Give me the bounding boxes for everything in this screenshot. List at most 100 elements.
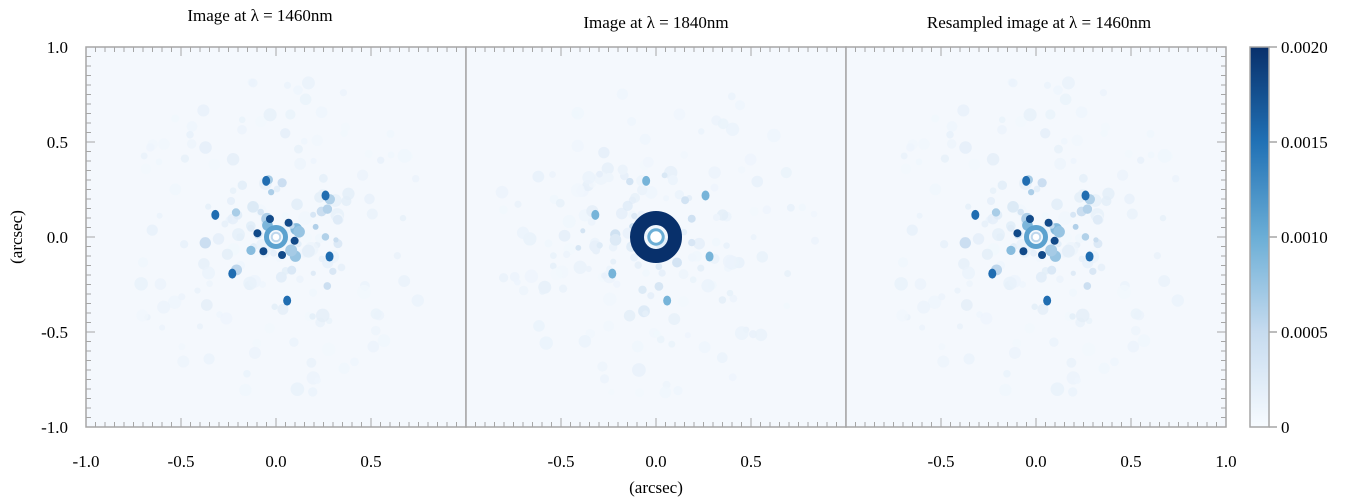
speckle xyxy=(301,232,313,243)
speckle xyxy=(986,153,1000,166)
speckle xyxy=(749,206,759,217)
speckle xyxy=(137,257,149,268)
colorbar-tick-label: 0.0015 xyxy=(1281,133,1328,152)
speckle xyxy=(712,213,721,222)
speckle xyxy=(263,108,277,122)
speckle xyxy=(1147,151,1155,159)
speckle xyxy=(946,131,954,139)
speckle xyxy=(653,330,661,338)
speckle xyxy=(208,158,221,171)
speckle xyxy=(1100,122,1111,132)
speckle xyxy=(727,92,736,101)
x-tick-label: 0.5 xyxy=(1120,452,1141,471)
speckle xyxy=(684,332,691,339)
speckle xyxy=(744,153,757,166)
speckle xyxy=(725,122,740,136)
speckle xyxy=(342,187,355,200)
speckle xyxy=(322,204,333,214)
y-axis-label: (arcsec) xyxy=(7,210,26,264)
speckle xyxy=(232,228,245,242)
speckle xyxy=(1043,81,1052,89)
speckle xyxy=(1033,185,1041,193)
speckle xyxy=(689,276,697,284)
speckle xyxy=(1050,382,1065,397)
speckle xyxy=(298,211,312,225)
speckle xyxy=(582,171,596,185)
speckle xyxy=(672,257,683,268)
panel-resampled-title: Resampled image at λ = 1460nm xyxy=(927,13,1151,32)
speckle xyxy=(997,124,1007,135)
speckle xyxy=(1044,218,1053,227)
speckle xyxy=(667,175,678,186)
speckle xyxy=(1078,255,1086,263)
speckle xyxy=(275,271,287,283)
speckle xyxy=(756,251,769,263)
speckle xyxy=(1066,357,1077,368)
speckle xyxy=(927,295,942,309)
speckle xyxy=(599,374,610,384)
speckle xyxy=(321,233,330,241)
panel-1460nm-x-tick-labels: -1.0 -0.5 0.0 0.5 xyxy=(73,452,382,471)
speckle xyxy=(280,128,291,139)
speckle xyxy=(647,292,655,300)
speckle xyxy=(992,228,1005,242)
speckle xyxy=(399,214,407,222)
speckle xyxy=(918,138,930,150)
speckle xyxy=(616,88,629,100)
speckle xyxy=(157,300,171,314)
speckle xyxy=(318,173,328,183)
speckle xyxy=(271,303,278,311)
speckle xyxy=(1047,265,1057,275)
speckle xyxy=(659,386,672,399)
speckle xyxy=(729,294,738,303)
speckle xyxy=(315,308,330,323)
panel-1840nm-x-tick-labels: -0.5 0.0 0.5 xyxy=(548,452,762,471)
speckle xyxy=(539,336,553,350)
speckle xyxy=(340,129,348,137)
speckle xyxy=(194,287,201,294)
speckle xyxy=(963,353,975,365)
speckle xyxy=(228,268,237,279)
speckle xyxy=(1037,178,1047,188)
speckle xyxy=(940,154,950,163)
speckle xyxy=(998,116,1006,124)
speckle xyxy=(1019,281,1027,288)
speckle xyxy=(309,313,316,320)
colorbar: 0.0020 0.0015 0.0010 0.0005 0 xyxy=(1249,38,1328,437)
speckle xyxy=(253,229,262,238)
speckle xyxy=(268,188,275,196)
speckle xyxy=(723,242,730,249)
speckle xyxy=(1097,263,1106,272)
speckle xyxy=(332,214,343,225)
speckle xyxy=(608,388,615,396)
speckle xyxy=(514,200,522,208)
speckle xyxy=(631,212,638,220)
speckle xyxy=(516,226,530,239)
speckle xyxy=(663,195,670,202)
speckle xyxy=(277,303,289,315)
speckle xyxy=(972,233,985,245)
speckle xyxy=(1038,251,1047,260)
speckle xyxy=(1030,249,1038,257)
speckle xyxy=(668,313,681,326)
speckle xyxy=(965,203,972,210)
speckle xyxy=(1061,76,1075,90)
speckle xyxy=(1019,247,1028,256)
speckle xyxy=(897,257,909,268)
speckle xyxy=(991,208,1001,217)
x-tick-label: 0.0 xyxy=(265,452,286,471)
speckle xyxy=(728,373,737,382)
speckle xyxy=(265,214,274,223)
speckle xyxy=(270,249,278,257)
speckle xyxy=(243,369,251,378)
speckle xyxy=(988,268,997,279)
speckle xyxy=(636,184,648,196)
psf-core-ring xyxy=(630,211,682,263)
speckle xyxy=(916,212,923,219)
speckle xyxy=(674,190,685,200)
speckle xyxy=(1083,282,1092,290)
speckle xyxy=(1060,137,1068,145)
speckle xyxy=(156,212,163,219)
speckle xyxy=(1075,308,1090,323)
speckle xyxy=(178,343,186,351)
